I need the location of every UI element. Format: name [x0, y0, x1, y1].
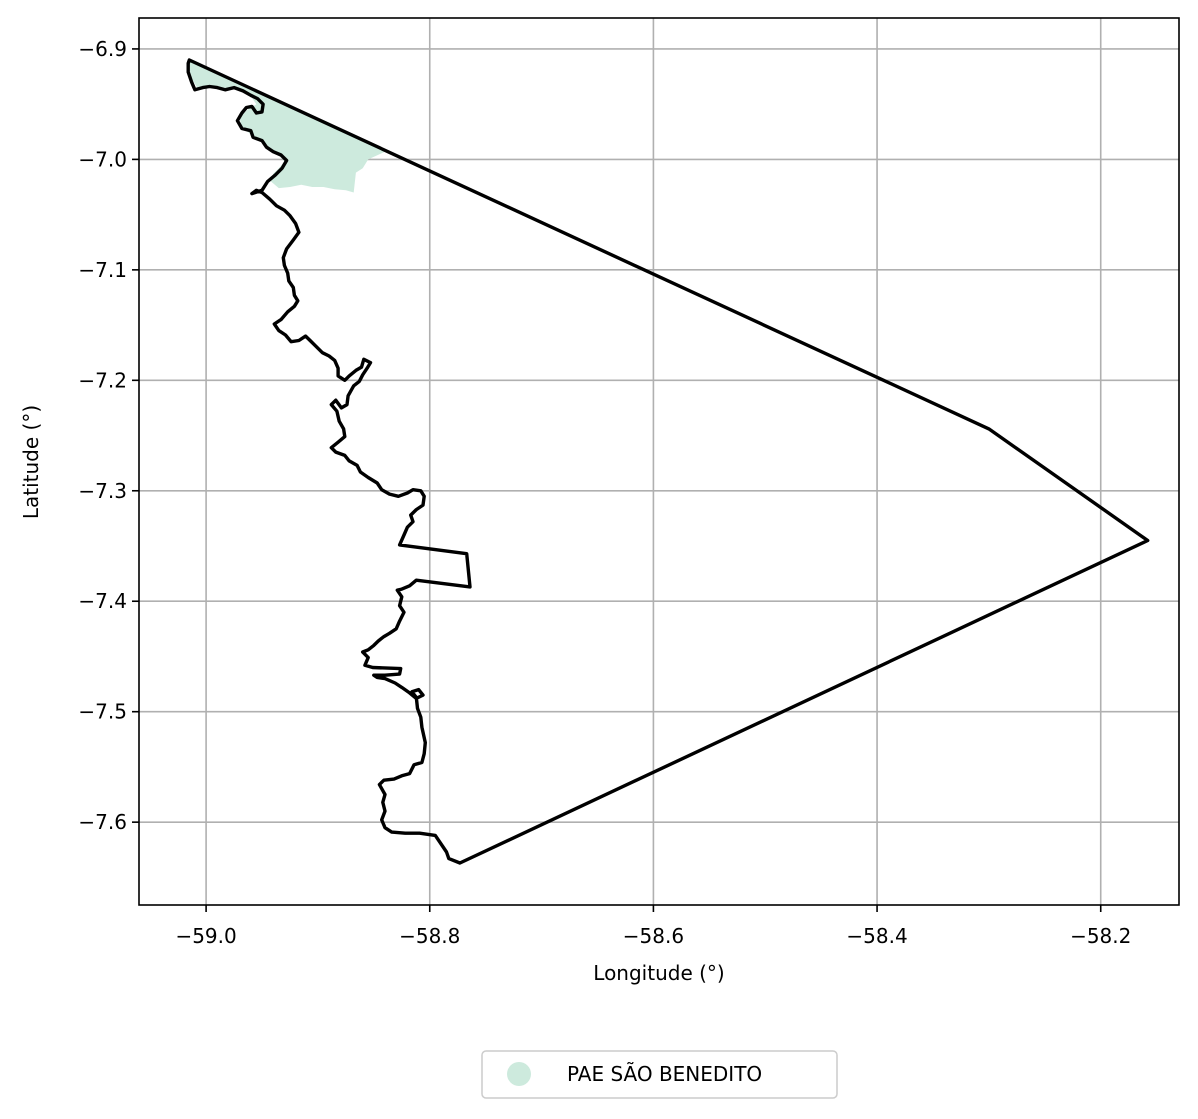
x-tick-label: −58.8 — [399, 924, 460, 948]
y-tick-label: −7.6 — [78, 810, 127, 834]
y-tick-label: −7.4 — [78, 589, 127, 613]
y-tick-label: −7.3 — [78, 479, 127, 503]
x-tick-label: −58.2 — [1070, 924, 1131, 948]
feature-layer — [189, 60, 385, 193]
y-tick-label: −6.9 — [78, 37, 127, 61]
boundary-layer — [186, 58, 1150, 865]
x-tick-label: −58.6 — [623, 924, 684, 948]
legend-label: PAE SÃO BENEDITO — [567, 1062, 762, 1086]
x-tick-label: −59.0 — [175, 924, 236, 948]
y-tick-label: −7.5 — [78, 700, 127, 724]
legend-frame — [481, 1050, 838, 1099]
feature-pae-sao-benedito — [189, 60, 385, 193]
y-tick-label: −7.1 — [78, 258, 127, 282]
y-axis-label: Latitude (°) — [19, 405, 43, 519]
y-tick-label: −7.0 — [78, 147, 127, 171]
y-tick-label: −7.2 — [78, 368, 127, 392]
study-area-boundary — [186, 58, 1150, 865]
legend-marker — [507, 1062, 531, 1086]
grid-lines — [139, 18, 1179, 905]
plot-frame — [138, 17, 1180, 906]
axis-ticks: −59.0 −58.8 −58.6 −58.4 −58.2 −6.9 −7.0 −7.1 −7.… — [78, 37, 1131, 948]
x-tick-label: −58.4 — [846, 924, 907, 948]
legend: PAE SÃO BENEDITO — [481, 1050, 838, 1099]
x-axis-label: Longitude (°) — [593, 961, 724, 985]
